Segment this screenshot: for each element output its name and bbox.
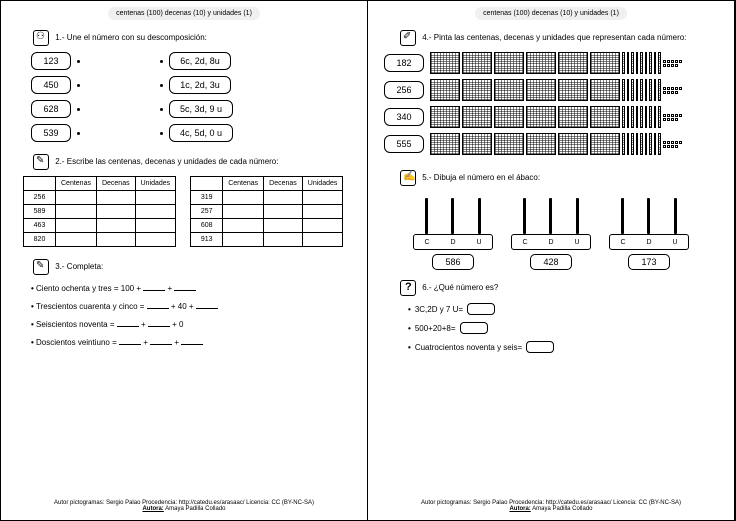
ex6-item: 3C,2D y 7 U= <box>408 303 694 315</box>
ex1: 1.- Une el número con su descomposición:… <box>11 26 357 150</box>
abacus: CDU586 <box>413 198 493 270</box>
ex6-item: 500+20+8= <box>408 322 694 334</box>
ex1-numbers-col: 123 450 628 539 <box>31 52 80 142</box>
ex3-item: Trescientos cuarenta y cinco = + 40 + <box>31 300 337 311</box>
header-title: centenas (100) decenas (10) y unidades (… <box>475 7 627 20</box>
ex1-decomp-col: 6c, 2d, 8u 1c, 2d, 3u 5c, 3d, 9 u 4c, 5d… <box>160 52 233 142</box>
abacus-num: 428 <box>530 254 571 270</box>
draw-icon <box>400 170 416 186</box>
ex5-title: 5.- Dibuja el número en el ábaco: <box>400 170 724 186</box>
footer: Autor pictogramas: Sergio Palao Proceden… <box>378 496 724 516</box>
ex6-item: Cuatrocientos noventa y seis= <box>408 341 694 353</box>
decomp-box: 4c, 5d, 0 u <box>169 124 233 142</box>
ex6-title: 6.- ¿Qué número es? <box>400 280 724 296</box>
abacus-num: 586 <box>432 254 473 270</box>
paint-icon <box>400 30 416 46</box>
ex3: 3.- Completa: Ciento ochenta y tres = 10… <box>11 255 357 360</box>
decomp-box: 6c, 2d, 8u <box>169 52 231 70</box>
num-box: 123 <box>31 52 71 70</box>
footer: Autor pictogramas: Sergio Palao Proceden… <box>11 496 357 516</box>
num-box: 256 <box>384 81 424 99</box>
question-icon <box>400 280 416 296</box>
ex2-table2: CentenasDecenasUnidades 319 257 608 913 <box>190 176 343 247</box>
abacus: CDU173 <box>609 198 689 270</box>
ex3-item: Doscientos veintiuno = + + <box>31 336 337 347</box>
pencil-icon <box>33 259 49 275</box>
num-box: 182 <box>384 54 424 72</box>
ex4: 4.- Pinta las centenas, decenas y unidad… <box>378 26 724 166</box>
ex3-title: 3.- Completa: <box>33 259 357 275</box>
ex4-row: 256 <box>384 79 718 101</box>
ex4-row: 555 <box>384 133 718 155</box>
ex3-item: Seiscientos noventa = + + 0 <box>31 318 337 329</box>
ex3-item: Ciento ochenta y tres = 100 + + <box>31 282 337 293</box>
num-box: 539 <box>31 124 71 142</box>
ex6: 6.- ¿Qué número es? 3C,2D y 7 U= 500+20+… <box>378 276 724 360</box>
decomp-box: 5c, 3d, 9 u <box>169 100 233 118</box>
header-title: centenas (100) decenas (10) y unidades (… <box>108 7 260 20</box>
decomp-box: 1c, 2d, 3u <box>169 76 231 94</box>
ex4-row: 340 <box>384 106 718 128</box>
ex1-title: 1.- Une el número con su descomposición: <box>33 30 357 46</box>
person-icon <box>33 30 49 46</box>
page-left: centenas (100) decenas (10) y unidades (… <box>1 1 368 520</box>
num-box: 555 <box>384 135 424 153</box>
ex4-title: 4.- Pinta las centenas, decenas y unidad… <box>400 30 724 46</box>
ex2-title: 2.- Escribe las centenas, decenas y unid… <box>33 154 357 170</box>
ex4-row: 182 <box>384 52 718 74</box>
ex5: 5.- Dibuja el número en el ábaco: CDU586… <box>378 166 724 276</box>
pencil-icon <box>33 154 49 170</box>
ex2-table1: CentenasDecenasUnidades 256 589 463 820 <box>23 176 176 247</box>
page-right: centenas (100) decenas (10) y unidades (… <box>368 1 735 520</box>
abacus-num: 173 <box>628 254 669 270</box>
num-box: 340 <box>384 108 424 126</box>
abacus: CDU428 <box>511 198 591 270</box>
num-box: 628 <box>31 100 71 118</box>
ex2: 2.- Escribe las centenas, decenas y unid… <box>11 150 357 255</box>
num-box: 450 <box>31 76 71 94</box>
